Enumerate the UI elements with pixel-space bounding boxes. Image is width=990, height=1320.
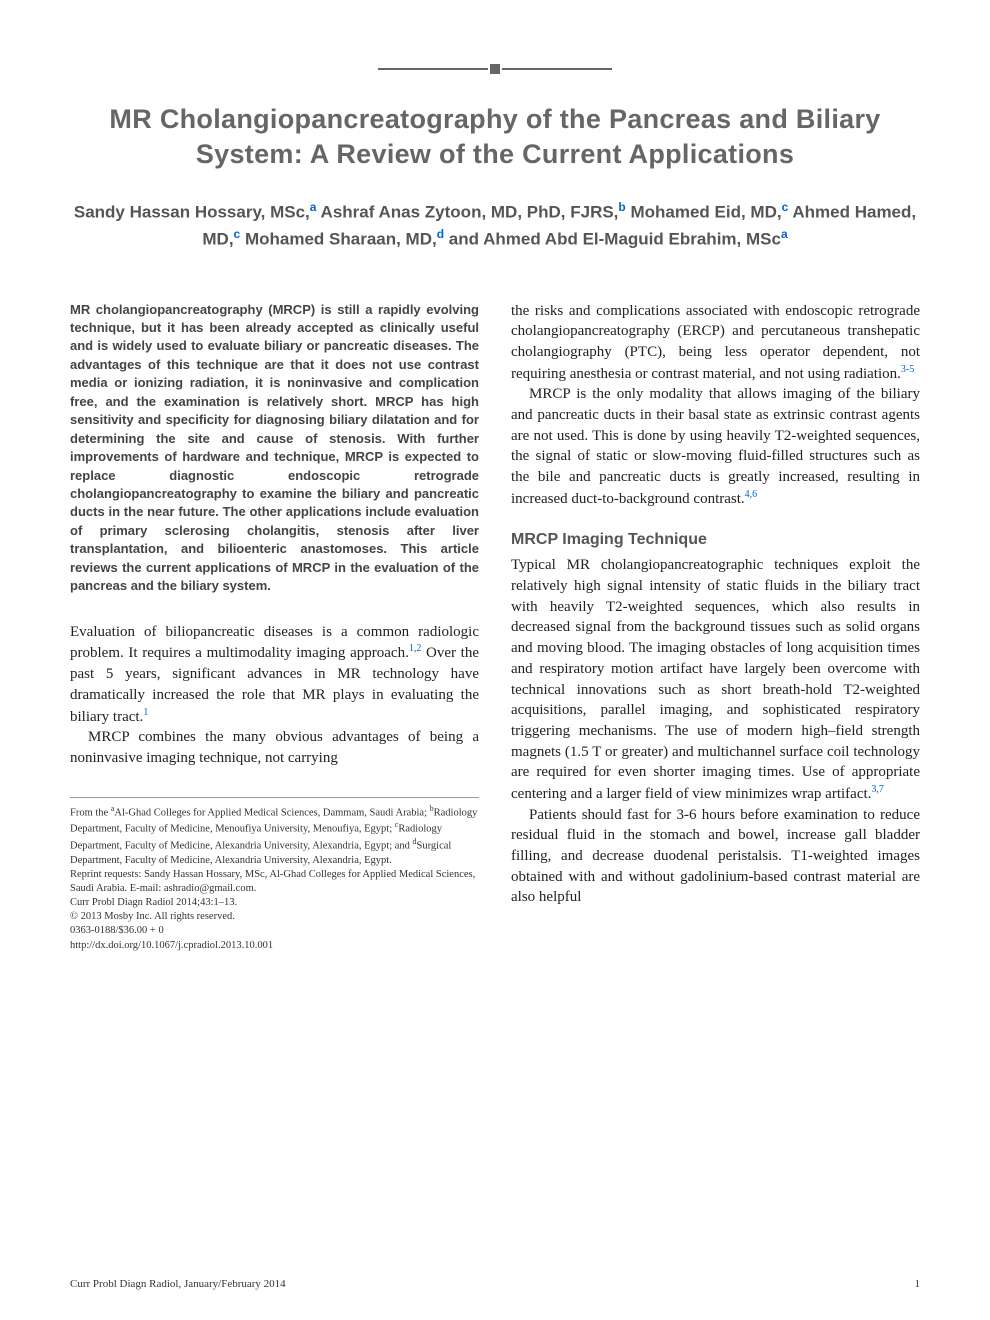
citation-line: Curr Probl Diagn Radiol 2014;43:1–13. (70, 896, 479, 910)
left-body-text: Evaluation of biliopancreatic diseases i… (70, 622, 479, 769)
copyright-line: © 2013 Mosby Inc. All rights reserved. (70, 910, 479, 924)
body-paragraph: Typical MR cholangiopancreatographic tec… (511, 555, 920, 804)
section-heading: MRCP Imaging Technique (511, 531, 920, 549)
page-footer: Curr Probl Diagn Radiol, January/Februar… (70, 1278, 920, 1290)
right-column: the risks and complications associated w… (511, 301, 920, 953)
article-title: MR Cholangiopancreatography of the Pancr… (70, 102, 920, 172)
title-ornament (70, 60, 920, 78)
footer-left: Curr Probl Diagn Radiol, January/Februar… (70, 1278, 286, 1290)
body-paragraph: MRCP is the only modality that allows im… (511, 384, 920, 509)
footnotes-block: From the aAl-Ghad Colleges for Applied M… (70, 797, 479, 953)
left-column: MR cholangiopancreatography (MRCP) is st… (70, 301, 479, 953)
reprint-requests: Reprint requests: Sandy Hassan Hossary, … (70, 868, 479, 896)
affiliations: From the aAl-Ghad Colleges for Applied M… (70, 804, 479, 868)
section-body-text: Typical MR cholangiopancreatographic tec… (511, 555, 920, 908)
issn-line: 0363-0188/$36.00 + 0 (70, 924, 479, 938)
authors-block: Sandy Hassan Hossary, MSc,a Ashraf Anas … (70, 198, 920, 252)
two-column-layout: MR cholangiopancreatography (MRCP) is st… (70, 301, 920, 953)
body-paragraph: Evaluation of biliopancreatic diseases i… (70, 622, 479, 727)
body-paragraph: the risks and complications associated w… (511, 301, 920, 385)
doi-line: http://dx.doi.org/10.1067/j.cpradiol.201… (70, 939, 479, 953)
body-paragraph: Patients should fast for 3-6 hours befor… (511, 805, 920, 908)
footer-right: 1 (915, 1278, 921, 1290)
abstract-block: MR cholangiopancreatography (MRCP) is st… (70, 301, 479, 596)
body-paragraph: MRCP combines the many obvious advantage… (70, 727, 479, 768)
right-body-text: the risks and complications associated w… (511, 301, 920, 510)
